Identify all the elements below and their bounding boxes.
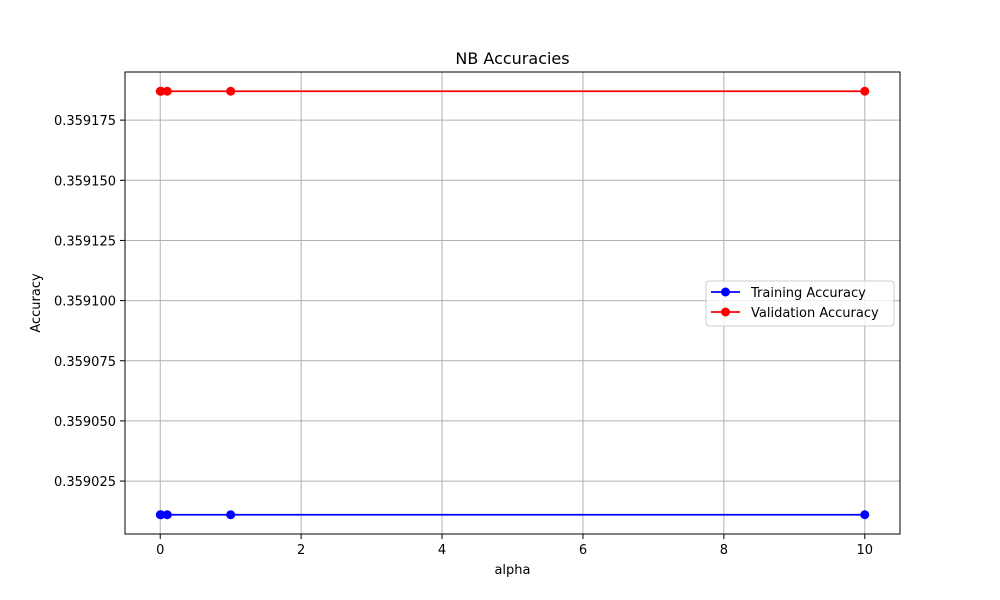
y-tick-label: 0.359050 [54,415,116,430]
series-layer [155,86,870,520]
chart-title: NB Accuracies [455,49,569,68]
series-0-point [156,510,166,520]
y-tick-label: 0.359100 [54,295,116,310]
y-tick-label: 0.359150 [54,174,116,189]
legend-label-0: Training Accuracy [750,286,866,301]
series-0-point [226,510,236,520]
y-tick-label: 0.359175 [54,114,116,129]
series-1-point [162,86,172,96]
legend-label-1: Validation Accuracy [751,306,879,321]
series-1-point [860,86,870,96]
ticks: 0 2 4 6 8 10 0.359025 0.359050 0.359075 0.359100 0… [54,114,873,558]
y-tick-label: 0.359125 [54,234,116,249]
series-1-point [226,86,236,96]
legend-marker-1 [721,307,730,317]
legend-marker-0 [721,287,730,297]
x-tick-label: 10 [856,543,873,558]
x-axis-label: alpha [494,563,530,578]
x-tick-label: 0 [156,543,164,558]
series-0-point [860,510,870,520]
legend: Training Accuracy Validation Accuracy [705,280,895,327]
x-tick-label: 8 [720,543,728,558]
series-0-point [162,510,172,520]
y-tick-label: 0.359025 [54,475,116,490]
legend-box [705,280,895,327]
grid [125,72,900,534]
y-tick-label: 0.359075 [54,355,116,370]
x-tick-label: 6 [579,543,587,558]
x-tick-label: 2 [297,543,305,558]
y-axis-label: Accuracy [29,273,44,333]
series-1-point [156,86,166,96]
plot-frame [124,71,901,535]
x-tick-label: 4 [438,543,446,558]
